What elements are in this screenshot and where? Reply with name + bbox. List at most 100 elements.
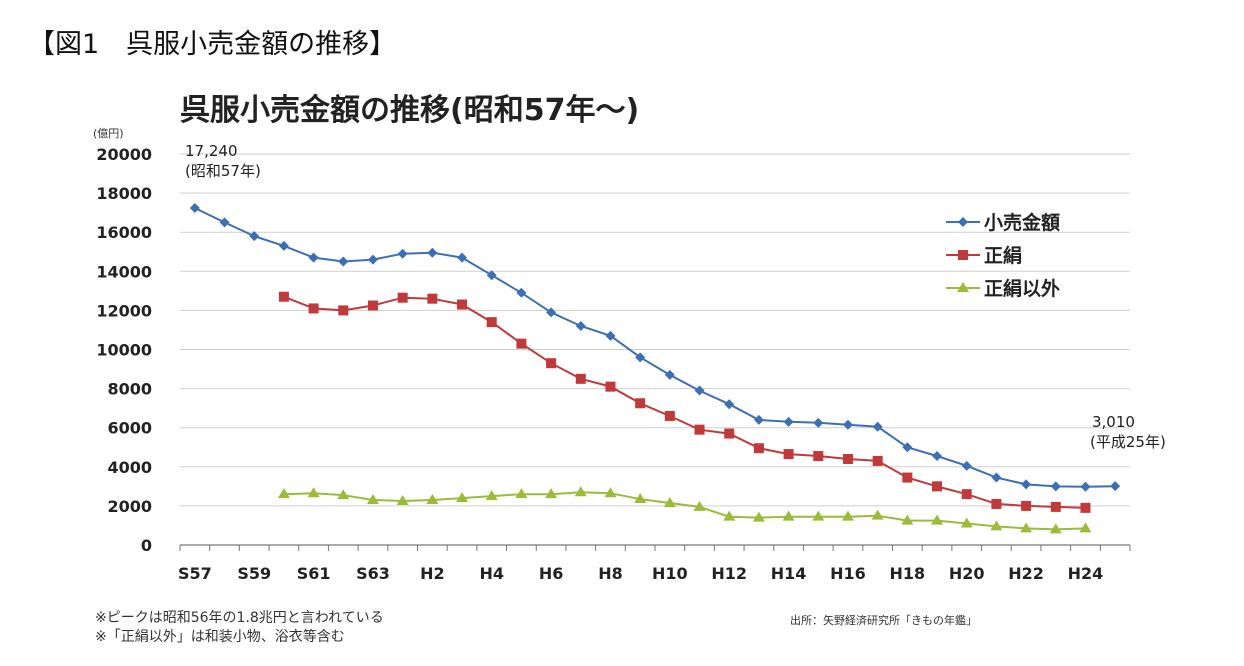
series-2 xyxy=(278,291,1091,513)
data-point xyxy=(960,517,973,528)
data-point xyxy=(664,369,675,380)
x-tick-label: S61 xyxy=(297,564,331,583)
data-point xyxy=(575,321,586,332)
y-tick-label: 6000 xyxy=(107,419,152,438)
data-point xyxy=(990,520,1003,531)
data-point xyxy=(932,481,943,492)
data-point xyxy=(307,487,320,498)
data-point xyxy=(575,373,586,384)
end-value-annotation: 3,010 xyxy=(1092,413,1135,431)
data-point xyxy=(397,248,408,259)
data-point xyxy=(902,472,913,483)
data-point xyxy=(753,443,764,454)
data-point xyxy=(693,500,706,511)
data-point xyxy=(486,270,497,281)
data-point xyxy=(694,385,705,396)
x-tick-label: H6 xyxy=(539,564,564,583)
data-point xyxy=(277,488,290,499)
data-point xyxy=(367,254,378,265)
x-tick-label: H2 xyxy=(420,564,445,583)
data-point xyxy=(366,494,379,505)
data-point xyxy=(604,487,617,498)
source-credit: 出所：矢野経済研究所「きもの年鑑」 xyxy=(790,613,977,627)
data-point xyxy=(1020,522,1033,533)
x-tick-label: H24 xyxy=(1068,564,1104,583)
x-tick-label: H20 xyxy=(949,564,985,583)
data-point xyxy=(426,494,439,505)
y-tick-label: 14000 xyxy=(96,262,152,281)
data-point xyxy=(1050,501,1061,512)
legend-item: 小売金額 xyxy=(946,211,1060,234)
data-point xyxy=(367,300,378,311)
data-point xyxy=(397,292,408,303)
x-tick-label: H22 xyxy=(1008,564,1044,583)
series-line xyxy=(283,491,1086,531)
data-point xyxy=(724,428,735,439)
data-point xyxy=(634,493,647,504)
data-point xyxy=(456,492,469,503)
y-tick-label: 12000 xyxy=(96,301,152,320)
data-point xyxy=(961,460,972,471)
data-point xyxy=(663,496,676,507)
x-tick-label: H8 xyxy=(598,564,623,583)
data-point xyxy=(189,202,200,213)
series-line xyxy=(283,295,1086,509)
data-point xyxy=(724,399,735,410)
y-tick-label: 10000 xyxy=(96,341,152,360)
data-point xyxy=(664,410,675,421)
data-point xyxy=(574,486,587,497)
x-tick-label: H14 xyxy=(771,564,807,583)
data-point xyxy=(337,489,350,500)
data-point xyxy=(961,489,972,500)
note-peak: ※ピークは昭和56年の1.8兆円と言われている xyxy=(95,610,384,626)
x-tick-label: H18 xyxy=(890,564,926,583)
data-point xyxy=(515,488,528,499)
legend-marker xyxy=(957,282,969,292)
start-period-annotation: (昭和57年) xyxy=(185,162,261,180)
data-point xyxy=(872,455,883,466)
y-tick-label: 16000 xyxy=(96,223,152,242)
data-point xyxy=(516,287,527,298)
data-point xyxy=(486,317,497,328)
y-tick-label: 0 xyxy=(141,536,152,555)
y-tick-label: 2000 xyxy=(107,497,152,516)
data-point xyxy=(427,293,438,304)
data-point xyxy=(932,451,943,462)
data-point xyxy=(752,511,765,522)
data-point xyxy=(991,498,1002,509)
x-tick-label: S57 xyxy=(178,564,212,583)
data-point xyxy=(1021,479,1032,490)
x-tick-label: H16 xyxy=(830,564,866,583)
data-point xyxy=(219,217,230,228)
y-axis-unit: (億円) xyxy=(93,127,124,140)
legend-marker xyxy=(958,250,968,260)
data-point xyxy=(901,514,914,525)
start-value-annotation: 17,240 xyxy=(185,142,238,160)
gridlines xyxy=(180,153,1130,507)
figure-caption: 【図1 呉服小売金額の推移】 xyxy=(28,29,397,60)
data-point xyxy=(902,442,913,453)
data-point xyxy=(605,330,616,341)
data-point xyxy=(457,299,468,310)
data-point xyxy=(1021,500,1032,511)
legend-item: 正絹 xyxy=(946,244,1022,267)
y-tick-label: 8000 xyxy=(107,380,152,399)
data-point xyxy=(694,424,705,435)
data-point xyxy=(249,231,260,242)
data-point xyxy=(308,303,319,314)
x-tick-label: H4 xyxy=(479,564,504,583)
series-1 xyxy=(189,202,1121,492)
data-point xyxy=(635,398,646,409)
chart-title: 呉服小売金額の推移(昭和57年～) xyxy=(180,93,639,128)
data-point xyxy=(545,488,558,499)
x-axis: S57 S59 S61 S63 H2 H4 H6 H8 H10 H12 H14 H16 H18 H20 H2… xyxy=(178,544,1131,583)
y-tick-label: 18000 xyxy=(96,184,152,203)
end-period-annotation: (平成25年) xyxy=(1090,433,1166,451)
y-tick-label: 20000 xyxy=(96,145,152,164)
data-point xyxy=(605,381,616,392)
data-point xyxy=(396,495,409,506)
data-point xyxy=(1110,481,1121,492)
data-point xyxy=(723,510,736,521)
data-point xyxy=(278,240,289,251)
